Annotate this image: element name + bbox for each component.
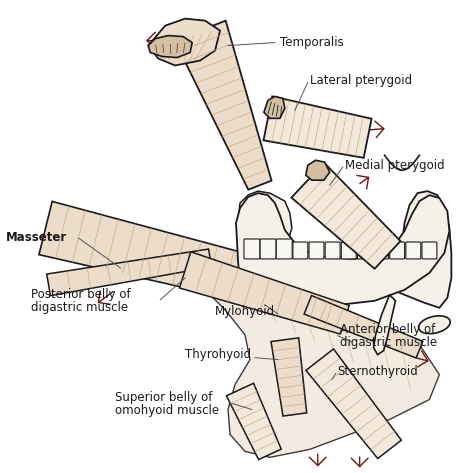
Text: Masseter: Masseter	[6, 231, 67, 245]
Polygon shape	[185, 265, 439, 457]
Polygon shape	[264, 96, 372, 158]
Text: digastric muscle: digastric muscle	[31, 301, 128, 314]
Text: Lateral pterygoid: Lateral pterygoid	[310, 74, 412, 87]
Polygon shape	[174, 21, 272, 190]
FancyBboxPatch shape	[325, 242, 340, 259]
FancyBboxPatch shape	[293, 242, 308, 259]
FancyBboxPatch shape	[390, 242, 405, 259]
FancyBboxPatch shape	[260, 239, 276, 259]
FancyBboxPatch shape	[244, 239, 260, 259]
Polygon shape	[148, 35, 192, 58]
Text: Superior belly of: Superior belly of	[115, 391, 213, 404]
Text: Medial pterygoid: Medial pterygoid	[345, 159, 444, 172]
FancyBboxPatch shape	[422, 242, 437, 259]
Polygon shape	[39, 201, 300, 312]
Text: Sternothyroid: Sternothyroid	[337, 365, 419, 378]
Polygon shape	[47, 249, 211, 296]
Text: digastric muscle: digastric muscle	[340, 336, 437, 349]
Polygon shape	[264, 96, 285, 118]
Polygon shape	[236, 193, 449, 305]
FancyBboxPatch shape	[309, 242, 324, 259]
Polygon shape	[306, 349, 401, 458]
Polygon shape	[227, 383, 281, 460]
Text: Temporalis: Temporalis	[280, 36, 344, 49]
Polygon shape	[419, 316, 450, 333]
Polygon shape	[374, 295, 395, 355]
Text: Thyrohyoid: Thyrohyoid	[185, 348, 251, 361]
Text: Posterior belly of: Posterior belly of	[31, 289, 130, 301]
FancyBboxPatch shape	[357, 242, 373, 259]
FancyBboxPatch shape	[374, 242, 389, 259]
Text: Anterior belly of: Anterior belly of	[340, 323, 435, 336]
Polygon shape	[400, 191, 451, 308]
FancyBboxPatch shape	[276, 239, 292, 259]
Polygon shape	[292, 163, 401, 269]
Polygon shape	[180, 252, 349, 334]
Polygon shape	[238, 191, 292, 255]
FancyBboxPatch shape	[406, 242, 421, 259]
Polygon shape	[306, 160, 330, 180]
Text: Mylohyoid: Mylohyoid	[215, 305, 275, 318]
Polygon shape	[304, 296, 423, 358]
FancyBboxPatch shape	[341, 242, 356, 259]
Polygon shape	[148, 18, 220, 65]
Text: omohyoid muscle: omohyoid muscle	[115, 404, 219, 417]
Polygon shape	[271, 338, 307, 416]
